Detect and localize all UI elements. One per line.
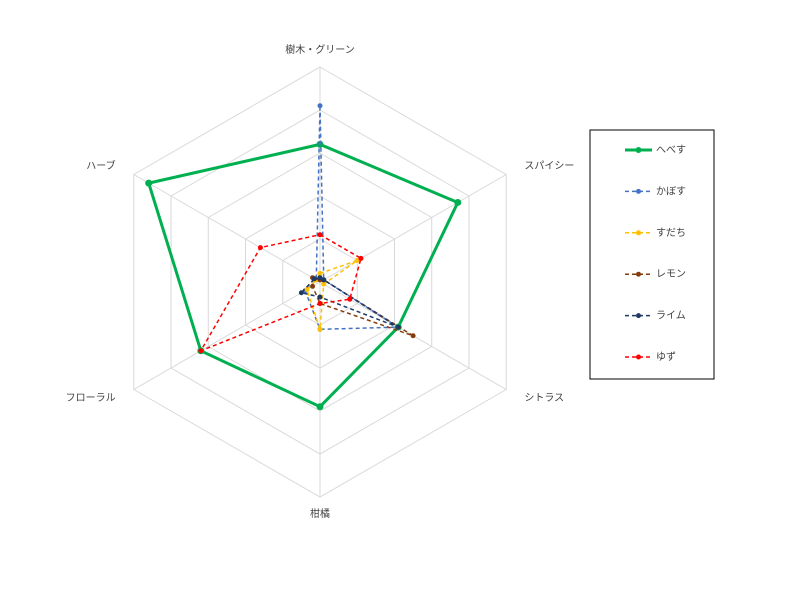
data-point bbox=[317, 326, 323, 332]
legend-marker bbox=[636, 230, 641, 236]
legend-label: ゆず bbox=[656, 351, 676, 363]
legend-label: ライム bbox=[656, 310, 686, 322]
data-point bbox=[145, 179, 153, 187]
legend-marker bbox=[636, 354, 641, 360]
data-point bbox=[311, 276, 317, 282]
data-point bbox=[354, 258, 360, 263]
legend-marker bbox=[636, 188, 641, 194]
data-point bbox=[198, 348, 204, 354]
axis-label: シトラス bbox=[524, 392, 564, 404]
data-point bbox=[310, 283, 316, 289]
data-point bbox=[316, 140, 324, 148]
grid-spoke bbox=[319, 174, 507, 283]
axis-label: フローラル bbox=[66, 392, 116, 404]
data-point bbox=[321, 277, 327, 283]
data-point bbox=[304, 287, 310, 293]
data-point bbox=[347, 296, 353, 302]
axis-label: ハーブ bbox=[86, 159, 115, 172]
data-point bbox=[316, 403, 324, 411]
legend-marker bbox=[636, 313, 641, 319]
grid-spoke bbox=[133, 281, 321, 390]
axis-label: 樹木・グリーン bbox=[285, 43, 355, 56]
data-point bbox=[410, 333, 416, 339]
grid-spoke bbox=[133, 174, 321, 283]
data-point bbox=[257, 245, 263, 251]
data-point bbox=[321, 281, 327, 287]
data-point bbox=[317, 301, 323, 306]
axis-label: スパイシー bbox=[524, 160, 574, 172]
series-line bbox=[147, 142, 460, 409]
legend-box bbox=[589, 129, 715, 380]
data-point bbox=[358, 255, 364, 261]
legend-label: レモン bbox=[656, 269, 686, 280]
data-point bbox=[395, 324, 401, 330]
data-point bbox=[454, 198, 462, 206]
legend-marker bbox=[636, 271, 641, 277]
data-point bbox=[317, 232, 323, 238]
legend-label: すだち bbox=[656, 227, 686, 239]
series-line bbox=[200, 233, 362, 352]
data-point bbox=[298, 290, 304, 296]
legend-label: かぼす bbox=[656, 185, 686, 197]
data-point bbox=[317, 294, 323, 300]
series-line bbox=[306, 259, 358, 331]
data-point bbox=[317, 275, 323, 281]
data-point bbox=[317, 103, 323, 109]
legend-marker bbox=[635, 147, 642, 153]
data-point bbox=[317, 270, 323, 276]
axis-label: 柑橘 bbox=[310, 507, 330, 520]
legend-label: へべす bbox=[656, 144, 686, 156]
